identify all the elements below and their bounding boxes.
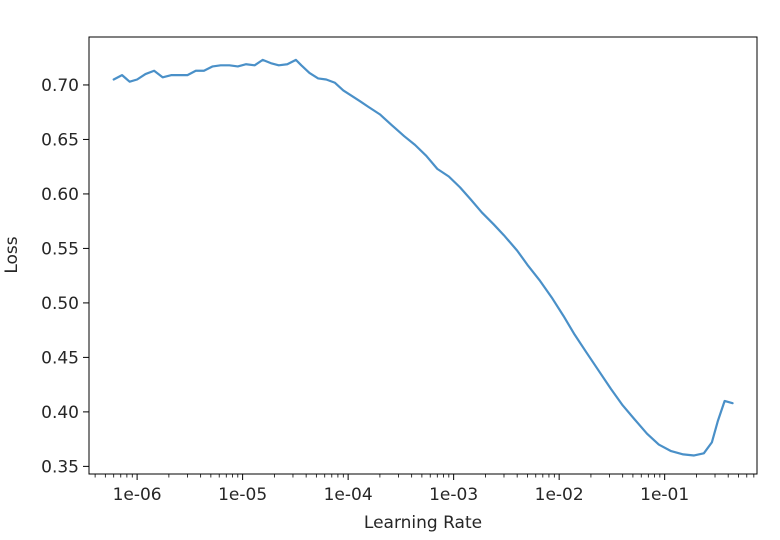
plot-frame bbox=[88, 36, 758, 475]
x-tick-label: 1e-01 bbox=[640, 485, 689, 505]
y-tick-label: 0.35 bbox=[41, 457, 79, 477]
x-axis: 1e-06 1e-05 1e-04 1e-03 1e-02 1e-01 bbox=[94, 474, 755, 505]
loss-curve bbox=[112, 58, 734, 457]
y-tick-label: 0.70 bbox=[41, 76, 79, 96]
x-tick-label: 1e-02 bbox=[535, 485, 584, 505]
y-tick-label: 0.65 bbox=[41, 130, 79, 150]
y-tick-label: 0.50 bbox=[41, 294, 79, 314]
y-axis: 0.35 0.40 0.45 0.50 0.55 0.60 0.65 0.70 bbox=[41, 76, 89, 477]
x-tick-label: 1e-03 bbox=[429, 485, 478, 505]
x-tick-label: 1e-04 bbox=[324, 485, 373, 505]
x-axis-label: Learning Rate bbox=[364, 513, 482, 533]
y-tick-label: 0.55 bbox=[41, 239, 79, 259]
y-tick-label: 0.40 bbox=[41, 403, 79, 423]
y-axis-label: Loss bbox=[2, 236, 22, 273]
x-tick-label: 1e-05 bbox=[218, 485, 267, 505]
x-tick-label: 1e-06 bbox=[113, 485, 162, 505]
plot-area bbox=[89, 37, 757, 474]
y-tick-label: 0.45 bbox=[41, 348, 79, 368]
y-tick-label: 0.60 bbox=[41, 185, 79, 205]
